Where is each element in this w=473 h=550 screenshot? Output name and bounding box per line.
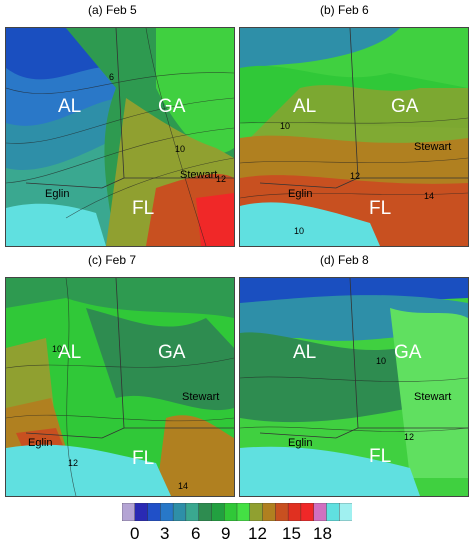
- contour-label-b-14: 14: [424, 191, 435, 201]
- colorbar-swatch: [275, 503, 289, 521]
- colorbar-swatch: [122, 503, 136, 521]
- map-d-label-stewart: Stewart: [414, 391, 452, 403]
- map-d-label-fl: FL: [369, 446, 392, 467]
- colorbar-swatch: [262, 503, 277, 521]
- map-panel-a: [5, 27, 235, 247]
- colorbar-swatch: [134, 503, 149, 521]
- panel-a-title: (a) Feb 5: [88, 3, 137, 17]
- map-d-field: [240, 278, 468, 496]
- map-a-label-al: AL: [58, 96, 82, 117]
- colorbar-tick-label: 6: [191, 524, 201, 543]
- map-c-label-ga: GA: [158, 342, 186, 363]
- colorbar-tick-label: 0: [130, 524, 140, 543]
- map-b-label-fl: FL: [369, 198, 392, 219]
- contour-label-c-12: 12: [68, 458, 79, 468]
- colorbar-tick-label: 15: [282, 524, 301, 543]
- colorbar-swatch: [198, 503, 213, 521]
- map-c-label-fl: FL: [132, 448, 155, 469]
- colorbar-tick-label: 3: [160, 524, 170, 543]
- colorbar-swatch: [185, 503, 200, 521]
- contour-label-a-6: 6: [109, 72, 115, 82]
- contour-label-a-12: 12: [216, 174, 227, 184]
- colorbar-swatch: [249, 503, 264, 521]
- colorbar-tick-label: 9: [221, 524, 231, 543]
- map-b-label-stewart: Stewart: [414, 141, 452, 153]
- map-a-field: [6, 28, 234, 246]
- colorbar-swatch: [300, 503, 315, 521]
- colorbar-swatch: [160, 503, 174, 521]
- map-b-field: [240, 28, 468, 246]
- map-c-label-stewart: Stewart: [182, 391, 220, 403]
- contour-label-b-12: 12: [350, 171, 361, 181]
- map-a-label-fl: FL: [132, 198, 155, 219]
- map-panel-b: [239, 27, 469, 247]
- panel-d-title: (d) Feb 8: [320, 253, 369, 267]
- map-a-label-eglin: Eglin: [45, 188, 70, 200]
- panel-c-title: (c) Feb 7: [88, 253, 137, 267]
- map-panel-c: [5, 277, 235, 497]
- colorbar: [122, 503, 352, 521]
- map-b-label-eglin: Eglin: [288, 188, 313, 200]
- contour-label-d-10: 10: [376, 356, 387, 366]
- colorbar-swatch: [172, 503, 187, 521]
- panel-b-title: (b) Feb 6: [320, 3, 369, 17]
- map-c-label-al: AL: [58, 342, 82, 363]
- contour-label-a-10: 10: [175, 144, 186, 154]
- colorbar-swatch: [147, 503, 162, 521]
- map-d-label-al: AL: [293, 342, 317, 363]
- colorbar-swatch: [224, 503, 238, 521]
- colorbar-tick-label: 18: [313, 524, 332, 543]
- colorbar-swatch: [236, 503, 251, 521]
- map-c-label-eglin: Eglin: [28, 437, 53, 449]
- map-panel-d: [239, 277, 469, 497]
- contour-label-b-10b: 10: [294, 226, 305, 236]
- contour-label-d-12: 12: [404, 432, 415, 442]
- colorbar-swatch: [211, 503, 225, 521]
- contour-label-c-14: 14: [178, 481, 189, 491]
- colorbar-swatch: [339, 503, 352, 521]
- map-b-label-ga: GA: [391, 96, 419, 117]
- colorbar-tick-label: 12: [248, 524, 267, 543]
- map-b-label-al: AL: [293, 96, 317, 117]
- map-a-label-ga: GA: [158, 96, 186, 117]
- map-a-label-stewart: Stewart: [180, 169, 218, 181]
- map-d-label-eglin: Eglin: [288, 437, 313, 449]
- colorbar-swatch: [326, 503, 340, 521]
- map-d-label-ga: GA: [394, 342, 422, 363]
- map-c-field: [6, 278, 234, 496]
- contour-label-b-10: 10: [280, 121, 291, 131]
- contour-label-c-10: 10: [52, 344, 63, 354]
- colorbar-swatch: [313, 503, 328, 521]
- colorbar-swatch: [287, 503, 302, 521]
